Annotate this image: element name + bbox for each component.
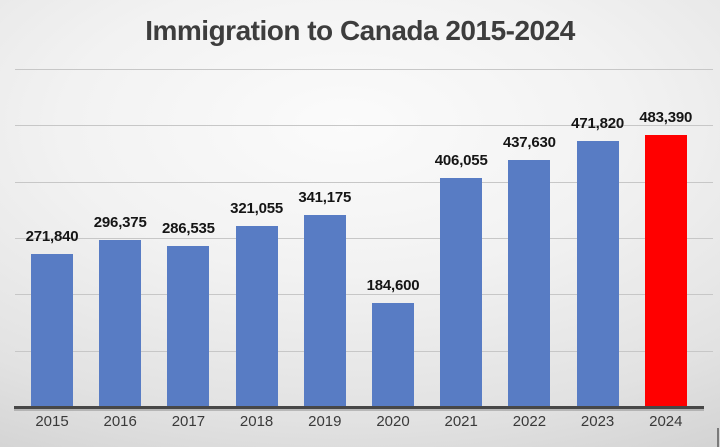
x-tick-label-2015: 2015 <box>35 413 69 430</box>
gridline-100000 <box>15 350 713 352</box>
gridline-600000 <box>15 69 713 70</box>
right-edge-line <box>717 428 719 447</box>
x-tick-label-2017: 2017 <box>171 413 206 430</box>
x-tick-label-2019: 2019 <box>308 413 342 430</box>
bar-value-label-2015: 271,840 <box>25 227 79 245</box>
bar-2018 <box>235 226 278 407</box>
bar-2021 <box>440 178 483 407</box>
x-tick-label-2024: 2024 <box>649 413 683 430</box>
bar-value-label-2016: 296,375 <box>93 214 147 232</box>
x-tick-label-2018: 2018 <box>239 413 274 430</box>
bar-value-label-2017: 286,535 <box>161 219 215 237</box>
bar-2020 <box>372 303 414 407</box>
gridline-400000 <box>15 181 713 183</box>
bar-value-label-2018: 321,055 <box>230 200 283 218</box>
bar-2022 <box>508 160 551 407</box>
bar-value-label-2020: 184,600 <box>366 277 420 294</box>
bar-2024 <box>644 134 687 407</box>
bar-2017 <box>167 245 210 407</box>
bar-2015 <box>31 253 73 407</box>
gridline-500000 <box>15 125 713 127</box>
bar-2016 <box>99 240 142 407</box>
chart-title: Immigration to Canada 2015-2024 <box>145 15 575 46</box>
gridline-200000 <box>15 294 713 296</box>
x-tick-label-2023: 2023 <box>580 413 615 430</box>
x-tick-label-2022: 2022 <box>512 413 547 430</box>
bar-value-label-2023: 471,820 <box>571 115 624 133</box>
x-tick-label-2021: 2021 <box>444 413 478 430</box>
x-tick-label-2020: 2020 <box>376 413 410 430</box>
bar-value-label-2019: 341,175 <box>298 188 352 206</box>
bar-2019 <box>303 214 346 407</box>
bar-value-label-2024: 483,390 <box>639 108 693 126</box>
x-axis-line <box>14 406 704 409</box>
gridline-300000 <box>15 238 713 239</box>
bar-value-label-2022: 437,630 <box>502 134 556 152</box>
bar-2023 <box>576 141 619 407</box>
bar-value-label-2021: 406,055 <box>434 152 488 170</box>
x-tick-label-2016: 2016 <box>103 413 137 430</box>
